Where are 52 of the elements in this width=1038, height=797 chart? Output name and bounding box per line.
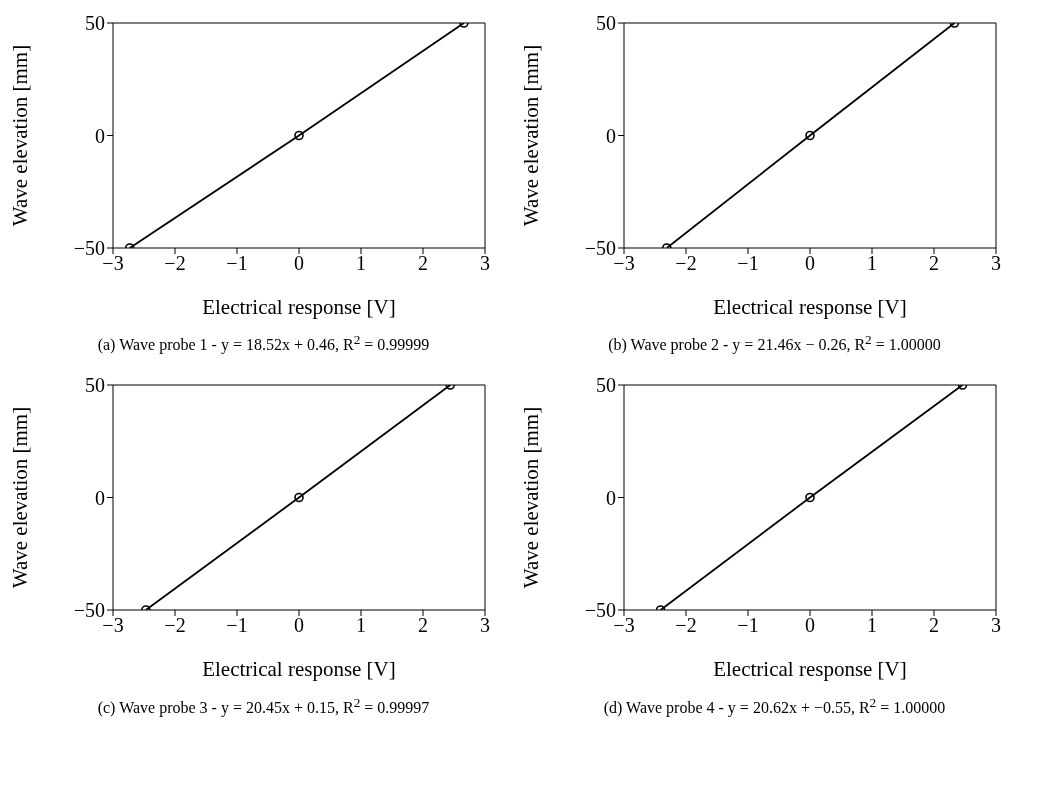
point: [805, 130, 815, 141]
text: (c) Wave probe 3 - y = 20.45x + 0.15, R$^{2}$ = 0.99997: [97, 694, 430, 716]
text: (a) Wave probe 1 - y = 18.52x + 0.46, R$^{2}$ = 0.99999: [97, 332, 430, 354]
x-axis-title: Electrical response [V]: [202, 657, 396, 682]
x-tick-label: 3: [991, 614, 1001, 637]
point: [805, 493, 815, 503]
x-tick-label: 1: [867, 614, 877, 637]
x-axis-title: Electrical response [V]: [713, 295, 907, 319]
y-axis-title: Wave elevation [mm]: [8, 44, 33, 227]
x-tick-label: 0: [805, 614, 815, 637]
x-tick-label: 2: [929, 252, 939, 275]
y-tick-label: 50: [596, 374, 616, 397]
x-tick-label: −1: [226, 252, 248, 275]
x-tick-label: 0: [805, 252, 815, 275]
x-tick-label: 2: [929, 614, 939, 637]
x-tick-label: 2: [418, 252, 428, 275]
x-tick-label: −2: [164, 614, 186, 637]
x-tick-label: 0: [294, 252, 304, 275]
y-tick-label: −50: [584, 599, 616, 622]
x-tick-label: 3: [480, 252, 490, 275]
y-tick-label: 0: [95, 124, 105, 147]
x-tick-label: −2: [675, 614, 697, 637]
point: [294, 130, 304, 141]
x-tick-label: 2: [418, 614, 428, 637]
text: (b) Wave probe 2 - y = 21.46x − 0.26, R$^{2}$ = 1.00000: [608, 332, 941, 354]
y-tick-label: −50: [584, 237, 616, 260]
x-tick-label: 0: [294, 614, 304, 637]
y-tick-label: 50: [85, 374, 105, 397]
x-axis-title: Electrical response [V]: [202, 295, 396, 319]
x-tick-label: −1: [226, 614, 248, 637]
y-axis-title: Wave elevation [mm]: [519, 44, 544, 227]
x-tick-label: 1: [867, 252, 877, 275]
y-tick-label: 0: [95, 486, 105, 509]
text: (d) Wave probe 4 - y = 20.62x + −0.55, R$^{2}$ = 1.00000: [603, 694, 946, 716]
x-tick-label: 3: [991, 252, 1001, 275]
x-tick-label: −2: [675, 252, 697, 275]
y-tick-label: −50: [73, 599, 105, 622]
point: [294, 493, 304, 503]
y-tick-label: 0: [606, 486, 616, 509]
x-tick-label: 3: [480, 614, 490, 637]
y-tick-label: 50: [596, 12, 616, 35]
y-tick-label: −50: [73, 237, 105, 260]
x-axis-title: Electrical response [V]: [713, 657, 907, 682]
x-tick-label: 1: [356, 614, 366, 637]
y-tick-label: 50: [85, 12, 105, 35]
x-tick-label: −1: [737, 252, 759, 275]
y-axis-title: Wave elevation [mm]: [519, 407, 544, 589]
x-tick-label: −1: [737, 614, 759, 637]
x-tick-label: −2: [164, 252, 186, 275]
y-tick-label: 0: [606, 124, 616, 147]
y-axis-title: Wave elevation [mm]: [8, 407, 33, 589]
x-tick-label: 1: [356, 252, 366, 275]
